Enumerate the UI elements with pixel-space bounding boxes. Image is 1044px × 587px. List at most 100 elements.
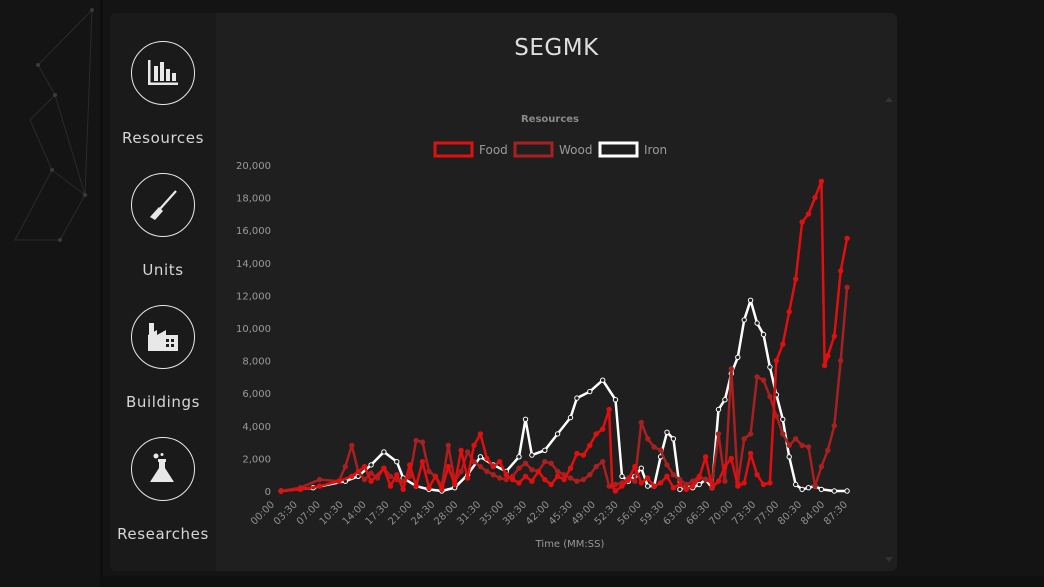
data-point-food <box>471 442 477 449</box>
data-point-wood <box>844 284 850 290</box>
data-point-wood <box>715 431 722 437</box>
data-point-food <box>683 486 689 493</box>
chart-title: Resources <box>521 114 579 125</box>
sidebar-item-buildings[interactable]: Buildings <box>110 305 216 425</box>
data-point-iron <box>760 331 767 338</box>
data-point-wood <box>645 436 651 442</box>
x-tick-label: 31:30 <box>455 499 483 527</box>
data-point-food <box>439 486 445 493</box>
data-point-wood <box>638 419 644 426</box>
data-point-wood <box>760 377 767 383</box>
data-point-food <box>394 472 400 478</box>
data-point-food <box>336 478 342 484</box>
data-point-food <box>419 459 426 465</box>
data-point-food <box>690 483 696 489</box>
data-point-iron <box>670 436 677 442</box>
y-tick-label: 20,000 <box>236 161 271 172</box>
data-point-food <box>600 426 606 432</box>
data-point-iron <box>645 483 651 489</box>
data-point-wood <box>780 431 786 437</box>
y-tick-label: 4,000 <box>242 422 271 433</box>
data-point-iron <box>793 481 799 488</box>
data-point-food <box>400 486 406 493</box>
data-point-food <box>728 455 734 462</box>
x-tick-label: 42:00 <box>524 499 552 527</box>
x-tick-label: 35:00 <box>478 499 506 527</box>
data-point-food <box>426 485 432 491</box>
data-point-wood <box>702 476 709 483</box>
data-point-food <box>677 481 683 488</box>
data-point-iron <box>696 481 702 488</box>
data-point-food <box>773 357 780 364</box>
data-point-food <box>799 219 805 225</box>
data-point-iron <box>612 397 619 403</box>
sidebar-icon-circle <box>131 41 195 105</box>
series-line-wood <box>280 287 849 493</box>
data-point-food <box>657 480 664 486</box>
data-point-food <box>548 481 554 488</box>
x-tick-label: 70:00 <box>707 499 735 527</box>
data-point-food <box>484 455 490 462</box>
data-point-iron <box>741 317 747 323</box>
sidebar-item-resources[interactable]: Resources <box>110 41 216 161</box>
data-point-food <box>297 486 303 493</box>
data-point-wood <box>773 413 780 419</box>
data-point-food <box>458 447 464 453</box>
data-point-wood <box>825 447 831 453</box>
data-point-food <box>831 333 837 339</box>
y-tick-label: 6,000 <box>242 389 271 400</box>
data-point-food <box>432 473 439 479</box>
x-tick-label: 03:30 <box>272 499 300 527</box>
x-tick-label: 45:30 <box>547 499 575 527</box>
data-point-wood <box>741 436 747 442</box>
data-point-food <box>825 353 831 359</box>
scroll-up-arrow-icon[interactable] <box>884 95 894 103</box>
data-point-iron <box>516 454 522 460</box>
background-network-decoration <box>14 8 94 242</box>
y-tick-label: 14,000 <box>236 259 271 270</box>
data-point-wood <box>812 483 818 489</box>
data-point-food <box>349 473 355 479</box>
data-point-food <box>606 406 612 413</box>
data-point-wood <box>728 366 734 372</box>
data-point-wood <box>471 459 477 465</box>
data-point-wood <box>529 467 535 473</box>
data-point-wood <box>368 470 374 476</box>
data-point-wood <box>793 436 799 442</box>
data-point-wood <box>490 472 496 478</box>
legend-swatch <box>513 141 554 158</box>
legend-label: Food <box>479 143 508 157</box>
data-point-iron <box>735 354 741 360</box>
data-point-wood <box>767 393 773 400</box>
data-point-iron <box>677 486 683 493</box>
data-point-wood <box>600 459 606 465</box>
sidebar-item-units[interactable]: Units <box>110 173 216 293</box>
data-point-food <box>735 483 741 489</box>
y-tick-label: 16,000 <box>236 226 271 237</box>
data-point-wood <box>593 463 599 470</box>
data-point-food <box>821 362 828 369</box>
x-tick-label: 66:30 <box>684 499 712 527</box>
legend-label: Wood <box>559 143 592 157</box>
data-point-food <box>838 268 844 274</box>
data-point-food <box>638 480 644 486</box>
data-point-wood <box>497 475 503 481</box>
data-point-food <box>477 431 484 437</box>
scroll-down-arrow-icon[interactable] <box>884 556 894 564</box>
data-point-food <box>612 488 619 494</box>
page-title: SEGMK <box>514 35 599 61</box>
data-point-wood <box>349 442 355 449</box>
data-point-food <box>503 472 509 478</box>
sidebar-icon-circle <box>131 305 195 369</box>
data-point-food <box>497 459 503 465</box>
data-point-wood <box>677 476 683 483</box>
data-point-iron <box>831 488 837 494</box>
data-point-food <box>522 473 529 479</box>
data-point-iron <box>754 320 760 326</box>
sidebar-item-researches[interactable]: Researches <box>110 437 216 557</box>
data-point-wood <box>754 374 760 380</box>
x-tick-label: 38:30 <box>501 499 529 527</box>
x-tick-label: 17:30 <box>364 499 392 527</box>
x-tick-label: 10:30 <box>318 499 346 527</box>
